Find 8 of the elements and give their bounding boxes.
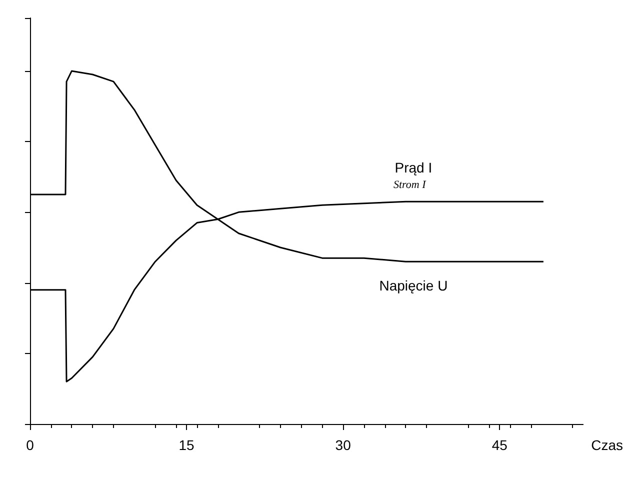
x-tick-label: 30 bbox=[335, 437, 352, 453]
x-tick-label: 45 bbox=[492, 437, 508, 453]
x-tick-label: 0 bbox=[26, 437, 34, 453]
annotation: Strom I bbox=[393, 179, 428, 192]
series-label: Prąd I bbox=[394, 160, 432, 176]
x-tick-label: 15 bbox=[178, 437, 195, 453]
series-label: Napięcie U bbox=[379, 278, 448, 294]
x-axis-title: Czas bbox=[591, 437, 624, 453]
